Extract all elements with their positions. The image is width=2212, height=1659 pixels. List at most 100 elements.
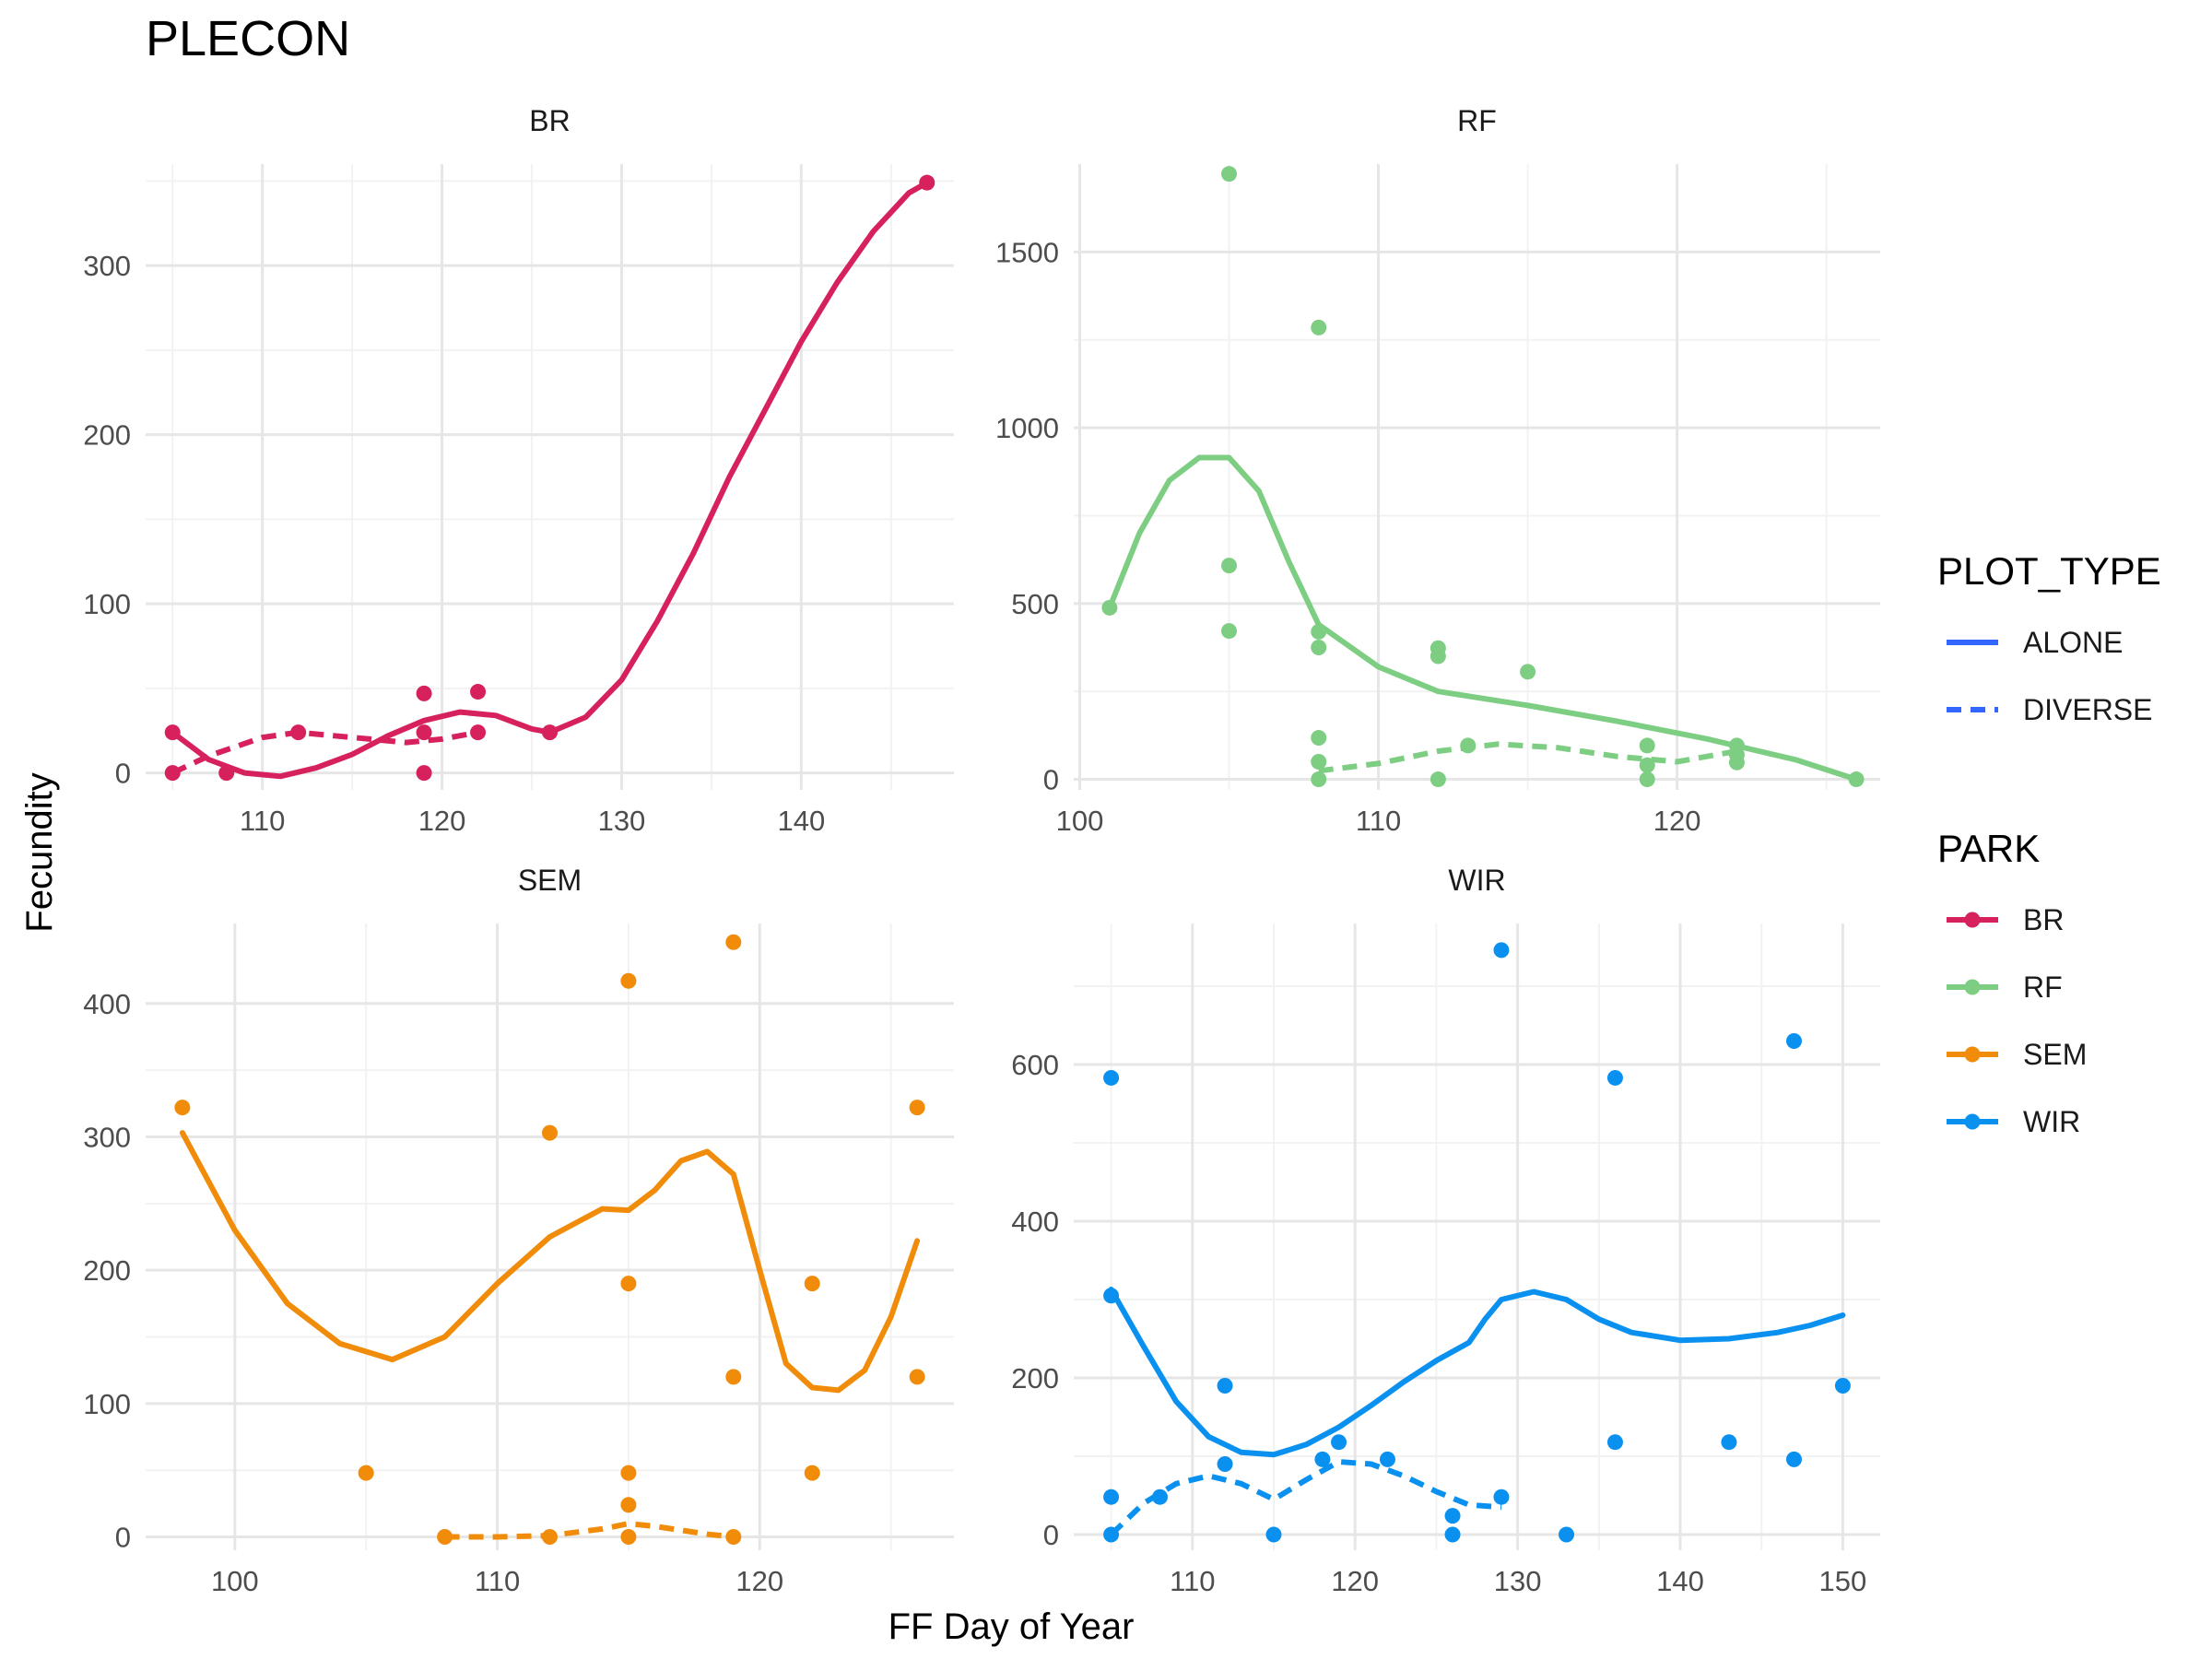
panel-wir-point	[1786, 1033, 1803, 1049]
panel-rf: RF 100 110 120 0 500 1000 1500	[995, 104, 1880, 837]
panel-wir-point	[1217, 1456, 1233, 1472]
legend: PLOT_TYPE ALONE DIVERSE PARK BR RF SEM W…	[1937, 549, 2161, 1138]
panel-rf-point	[1311, 319, 1327, 335]
panel-wir-point	[1493, 1488, 1510, 1505]
legend-diverse-label: DIVERSE	[2023, 693, 2152, 726]
panel-br-y-tick-label: 200	[83, 419, 131, 452]
panel-br-y-tick-label: 100	[83, 588, 131, 620]
panel-sem-point	[909, 1100, 925, 1116]
panel-wir-point	[1103, 1526, 1120, 1543]
panel-wir-point	[1151, 1488, 1168, 1505]
panel-wir-point	[1606, 1434, 1623, 1451]
panel-sem-point	[725, 934, 742, 950]
panel-sem-point	[620, 1465, 637, 1481]
panel-br-x-tick-label: 110	[240, 805, 285, 837]
panel-wir-x-tick-label: 120	[1331, 1565, 1379, 1597]
panel-wir-y-tick-label: 0	[1043, 1519, 1059, 1551]
panel-sem-point	[620, 1276, 637, 1292]
panel-wir-point	[1265, 1526, 1282, 1543]
panel-wir-point	[1331, 1434, 1347, 1451]
panel-sem-point	[542, 1529, 558, 1546]
panel-sem-point	[437, 1529, 453, 1546]
panel-br-diverse-line	[171, 729, 479, 776]
panel-wir-point	[1786, 1451, 1803, 1467]
panel-rf-point	[1639, 737, 1655, 754]
legend-alone-label: ALONE	[2023, 626, 2123, 659]
panel-wir-point	[1103, 1288, 1120, 1304]
panel-wir-alone-line	[1108, 1287, 1846, 1458]
panel-rf-y-tick-label: 0	[1043, 764, 1059, 796]
panel-rf-y-tick-label: 1000	[995, 412, 1059, 444]
panel-rf-strip-label: RF	[1457, 104, 1497, 137]
panel-br-point	[919, 174, 935, 191]
panel-sem-point	[909, 1369, 925, 1385]
panel-wir-point	[1444, 1526, 1461, 1543]
chart-title: PLECON	[146, 11, 350, 66]
panel-sem-point	[620, 972, 637, 989]
panel-br-point	[416, 685, 432, 701]
x-axis-title: FF Day of Year	[888, 1606, 1135, 1647]
panel-sem-point	[725, 1369, 742, 1385]
legend-park-point	[1964, 1046, 1981, 1063]
panel-br-point	[416, 724, 432, 741]
panel-wir-diverse-line	[1109, 1459, 1502, 1537]
panel-rf-point	[1101, 599, 1118, 616]
panel-rf-point	[1311, 730, 1327, 747]
panel-wir-x-tick-label: 130	[1494, 1565, 1542, 1597]
panel-rf-point	[1221, 166, 1238, 182]
panel-br-alone-line	[170, 180, 930, 780]
legend-park-br-swatch	[1947, 912, 1998, 928]
panel-rf-point	[1520, 664, 1536, 680]
panel-sem-point	[804, 1276, 820, 1292]
panel-sem-y-tick-label: 200	[83, 1254, 131, 1287]
panel-sem-y-tick-label: 100	[83, 1388, 131, 1420]
panel-br-point	[218, 765, 235, 782]
panel-rf-y-tick-label: 1500	[995, 236, 1059, 268]
panel-wir-point	[1559, 1526, 1575, 1543]
legend-park-title: PARK	[1937, 827, 2040, 870]
panel-wir-point	[1721, 1434, 1737, 1451]
panel-br-point	[470, 724, 487, 741]
panel-rf-x-tick-label: 120	[1653, 805, 1701, 837]
panel-rf-point	[1460, 737, 1477, 754]
panel-sem-x-tick-label: 100	[211, 1565, 259, 1597]
panel-rf-x-tick-label: 100	[1056, 805, 1104, 837]
panel-br-point	[416, 765, 432, 782]
panel-rf-point	[1311, 623, 1327, 640]
panel-wir-point	[1379, 1451, 1395, 1467]
panel-wir-x-tick-label: 110	[1170, 1565, 1215, 1597]
panel-rf-y-tick-label: 500	[1011, 588, 1059, 620]
panel-wir-grid	[1074, 924, 1880, 1550]
panel-wir-point	[1493, 942, 1510, 959]
panel-wir-point	[1103, 1488, 1120, 1505]
panel-sem-diverse-line	[444, 1521, 735, 1540]
panel-sem-x-tick-label: 110	[475, 1565, 520, 1597]
panel-sem-point	[174, 1100, 191, 1116]
legend-park-sem-swatch	[1947, 1046, 1998, 1063]
panel-wir-point	[1834, 1378, 1851, 1394]
panel-rf-point	[1639, 757, 1655, 773]
panel-br-point	[542, 724, 558, 741]
panel-wir-y-tick-label: 200	[1011, 1362, 1059, 1394]
panel-br-x-tick-label: 130	[598, 805, 646, 837]
legend-park-wir-swatch	[1947, 1113, 1998, 1130]
panel-rf-point	[1430, 648, 1446, 665]
legend-park-point	[1964, 979, 1981, 995]
panel-sem-point	[620, 1497, 637, 1513]
legend-park-rf-swatch	[1947, 979, 1998, 995]
panel-wir-x-tick-label: 140	[1656, 1565, 1704, 1597]
panel-wir-point	[1314, 1451, 1331, 1467]
panel-wir-y-tick-label: 400	[1011, 1206, 1059, 1238]
legend-plot-type-title: PLOT_TYPE	[1937, 549, 2161, 593]
panel-rf-grid	[1074, 164, 1880, 790]
panel-sem-point	[358, 1465, 374, 1481]
panel-br-point	[470, 684, 487, 700]
panel-rf-point	[1848, 771, 1865, 788]
panel-rf-point	[1221, 558, 1238, 574]
legend-park-br-label: BR	[2023, 903, 2064, 936]
panel-rf-x-tick-label: 110	[1356, 805, 1401, 837]
panel-rf-point	[1639, 771, 1655, 788]
panel-sem-y-tick-label: 300	[83, 1121, 131, 1153]
legend-park-rf-label: RF	[2023, 971, 2063, 1004]
